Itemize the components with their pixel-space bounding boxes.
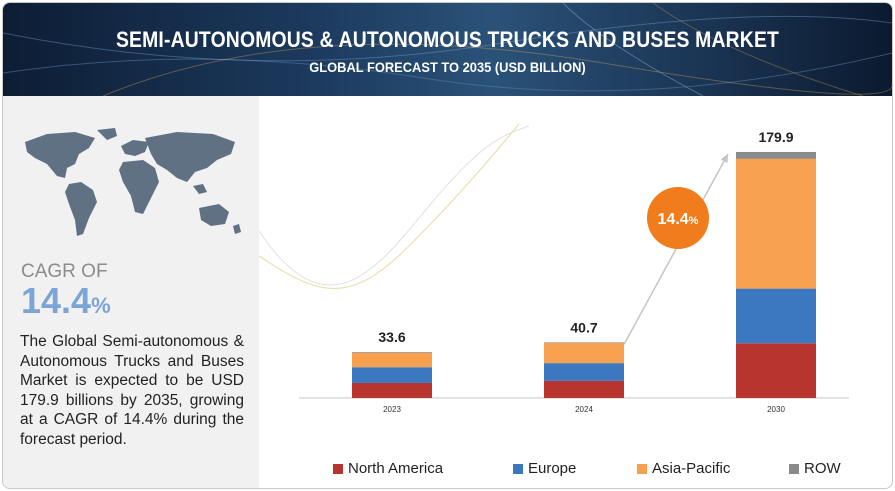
- x-tick-2023: 2023: [383, 405, 401, 414]
- legend-item-row: ROW: [789, 460, 841, 477]
- cagr-unit: %: [91, 293, 111, 318]
- decorative-swoosh-2: [259, 125, 530, 286]
- cagr-badge-label: 14.4%: [658, 211, 699, 228]
- bar-2024-north-america: [544, 380, 624, 398]
- x-tick-2030: 2030: [767, 405, 785, 414]
- legend-item-asia-pacific: Asia-Pacific: [637, 460, 730, 477]
- world-map-icon: [25, 128, 241, 236]
- legend-label-europe: Europe: [528, 460, 577, 477]
- bar-2030-europe: [736, 288, 816, 344]
- legend-swatch-row: [789, 463, 799, 474]
- bar-2023-row: [352, 352, 432, 353]
- cagr-label: CAGR OF: [21, 261, 108, 282]
- growth-arrow-line: [623, 153, 729, 345]
- page-subtitle: GLOBAL FORECAST TO 2035 (USD BILLION): [309, 59, 586, 75]
- page-title: SEMI-AUTONOMOUS & AUTONOMOUS TRUCKS AND …: [115, 27, 780, 52]
- cagr-value: 14.4%: [21, 280, 111, 322]
- legend-item-north-america: North America: [333, 460, 443, 477]
- legend-swatch-asia-pacific: [637, 463, 647, 474]
- decorative-swoosh: [259, 123, 520, 290]
- bar-2023-asia-pacific: [352, 352, 432, 368]
- legend-label-north-america: North America: [348, 460, 444, 477]
- chart-legend: North America Europe Asia-Pacific ROW: [333, 460, 873, 482]
- bar-2030-asia-pacific: [736, 158, 816, 289]
- header-banner: SEMI-AUTONOMOUS & AUTONOMOUS TRUCKS AND …: [3, 3, 892, 96]
- bar-2024-row: [544, 342, 624, 343]
- legend-swatch-north-america: [333, 463, 343, 474]
- bar-2023-europe: [352, 367, 432, 383]
- growth-arrow-head: [720, 154, 728, 163]
- legend-label-asia-pacific: Asia-Pacific: [652, 460, 731, 477]
- bar-2024-europe: [544, 363, 624, 381]
- light-streaks-decoration: [3, 3, 892, 96]
- cagr-badge-number: 14.4: [658, 211, 689, 228]
- bar-2030-row: [736, 152, 816, 159]
- total-label-2030: 179.9: [758, 129, 793, 145]
- summary-panel: CAGR OF 14.4% The Global Semi-autonomous…: [3, 96, 259, 488]
- stacked-bar-chart: 33.6 2023 40.7 2024 179.9 2030 14.4%: [259, 123, 849, 414]
- cagr-number: 14.4: [21, 280, 92, 321]
- x-tick-2024: 2024: [575, 405, 593, 414]
- market-description: The Global Semi-autonomous & Autonomous …: [20, 333, 244, 448]
- cagr-badge-unit: %: [689, 215, 699, 227]
- bar-2030-north-america: [736, 343, 816, 398]
- cagr-badge: [647, 187, 709, 249]
- legend-item-europe: Europe: [513, 460, 576, 477]
- legend-label-row: ROW: [804, 460, 841, 477]
- legend-swatch-europe: [513, 463, 523, 474]
- total-label-2023: 33.6: [378, 329, 405, 345]
- bar-2024-asia-pacific: [544, 342, 624, 364]
- total-label-2024: 40.7: [570, 319, 597, 335]
- bar-2023-north-america: [352, 382, 432, 398]
